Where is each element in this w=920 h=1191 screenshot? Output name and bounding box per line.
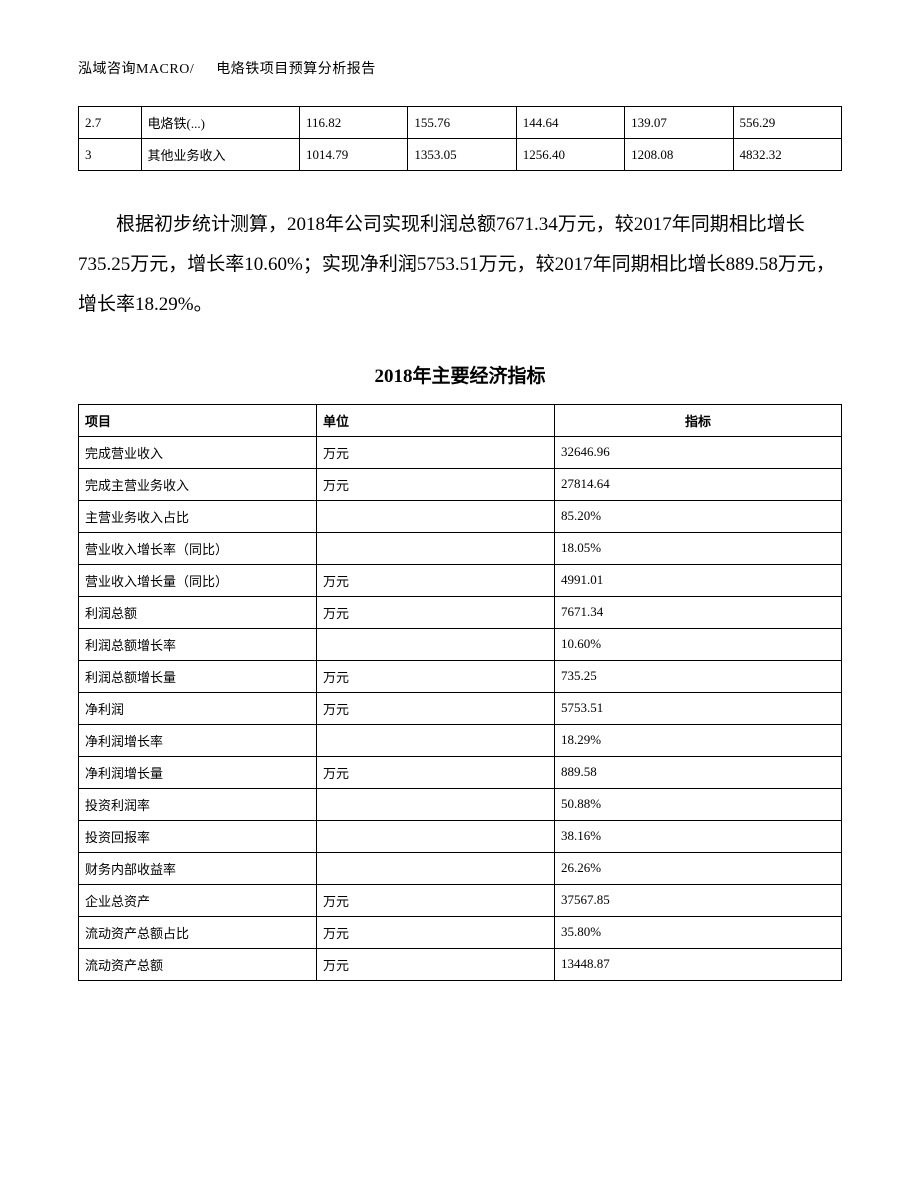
cell: 116.82 — [299, 107, 407, 139]
main-indicators-table: 项目 单位 指标 完成营业收入万元32646.96完成主营业务收入万元27814… — [78, 404, 842, 981]
table-row: 流动资产总额万元13448.87 — [79, 948, 842, 980]
cell-item: 主营业务收入占比 — [79, 500, 317, 532]
cell-unit: 万元 — [317, 564, 555, 596]
body-paragraph: 根据初步统计测算，2018年公司实现利润总额7671.34万元，较2017年同期… — [78, 205, 842, 325]
cell-item: 流动资产总额占比 — [79, 916, 317, 948]
cell-value: 85.20% — [555, 500, 842, 532]
cell: 4832.32 — [733, 139, 841, 171]
cell-item: 利润总额增长量 — [79, 660, 317, 692]
cell-unit — [317, 852, 555, 884]
table-row: 净利润增长率 18.29% — [79, 724, 842, 756]
cell-unit — [317, 532, 555, 564]
cell: 3 — [79, 139, 142, 171]
cell: 电烙铁(...) — [141, 107, 299, 139]
cell-item: 完成主营业务收入 — [79, 468, 317, 500]
cell-unit: 万元 — [317, 756, 555, 788]
table-row: 营业收入增长率（同比） 18.05% — [79, 532, 842, 564]
cell-value: 35.80% — [555, 916, 842, 948]
cell-unit — [317, 500, 555, 532]
main-table-body: 完成营业收入万元32646.96完成主营业务收入万元27814.64主营业务收入… — [79, 436, 842, 980]
section-title: 2018年主要经济指标 — [78, 361, 842, 388]
table-row: 2.7 电烙铁(...) 116.82 155.76 144.64 139.07… — [79, 107, 842, 139]
table-row: 净利润万元5753.51 — [79, 692, 842, 724]
cell: 1353.05 — [408, 139, 516, 171]
cell-unit: 万元 — [317, 468, 555, 500]
cell: 2.7 — [79, 107, 142, 139]
table-row: 完成主营业务收入万元27814.64 — [79, 468, 842, 500]
cell-unit — [317, 820, 555, 852]
cell-value: 26.26% — [555, 852, 842, 884]
cell-value: 32646.96 — [555, 436, 842, 468]
cell-unit: 万元 — [317, 692, 555, 724]
cell-value: 37567.85 — [555, 884, 842, 916]
cell-value: 10.60% — [555, 628, 842, 660]
header-title: 电烙铁项目预算分析报告 — [216, 62, 376, 77]
table-row: 投资利润率 50.88% — [79, 788, 842, 820]
cell-unit — [317, 628, 555, 660]
table-row: 利润总额增长率 10.60% — [79, 628, 842, 660]
table-row: 投资回报率 38.16% — [79, 820, 842, 852]
cell: 144.64 — [516, 107, 624, 139]
cell: 139.07 — [625, 107, 733, 139]
cell-unit — [317, 724, 555, 756]
header-company: 泓域咨询MACRO/ — [78, 62, 194, 77]
table-row: 完成营业收入万元32646.96 — [79, 436, 842, 468]
cell-unit: 万元 — [317, 948, 555, 980]
table-row: 利润总额增长量万元735.25 — [79, 660, 842, 692]
cell-item: 营业收入增长率（同比） — [79, 532, 317, 564]
cell-item: 完成营业收入 — [79, 436, 317, 468]
cell-unit: 万元 — [317, 884, 555, 916]
cell-item: 企业总资产 — [79, 884, 317, 916]
table-row: 净利润增长量万元889.58 — [79, 756, 842, 788]
table-row: 主营业务收入占比 85.20% — [79, 500, 842, 532]
cell-unit — [317, 788, 555, 820]
cell-unit: 万元 — [317, 596, 555, 628]
cell: 1014.79 — [299, 139, 407, 171]
cell-item: 净利润 — [79, 692, 317, 724]
cell-item: 利润总额增长率 — [79, 628, 317, 660]
cell: 1256.40 — [516, 139, 624, 171]
cell-value: 27814.64 — [555, 468, 842, 500]
table-header-value: 指标 — [555, 404, 842, 436]
cell-item: 净利润增长率 — [79, 724, 317, 756]
cell-value: 889.58 — [555, 756, 842, 788]
page-header: 泓域咨询MACRO/ 电烙铁项目预算分析报告 — [78, 58, 842, 78]
table-row: 3 其他业务收入 1014.79 1353.05 1256.40 1208.08… — [79, 139, 842, 171]
table-header-row: 项目 单位 指标 — [79, 404, 842, 436]
cell-value: 38.16% — [555, 820, 842, 852]
top-data-table: 2.7 电烙铁(...) 116.82 155.76 144.64 139.07… — [78, 106, 842, 171]
cell-value: 18.05% — [555, 532, 842, 564]
cell: 155.76 — [408, 107, 516, 139]
table-row: 企业总资产万元37567.85 — [79, 884, 842, 916]
table-row: 营业收入增长量（同比）万元4991.01 — [79, 564, 842, 596]
cell: 1208.08 — [625, 139, 733, 171]
cell-value: 18.29% — [555, 724, 842, 756]
cell-value: 7671.34 — [555, 596, 842, 628]
main-table-head: 项目 单位 指标 — [79, 404, 842, 436]
cell-item: 流动资产总额 — [79, 948, 317, 980]
cell-value: 50.88% — [555, 788, 842, 820]
cell: 556.29 — [733, 107, 841, 139]
cell-value: 735.25 — [555, 660, 842, 692]
table-header-unit: 单位 — [317, 404, 555, 436]
cell-item: 利润总额 — [79, 596, 317, 628]
cell-value: 4991.01 — [555, 564, 842, 596]
cell-value: 5753.51 — [555, 692, 842, 724]
cell-item: 投资回报率 — [79, 820, 317, 852]
cell-unit: 万元 — [317, 436, 555, 468]
cell: 其他业务收入 — [141, 139, 299, 171]
cell-item: 财务内部收益率 — [79, 852, 317, 884]
cell-item: 投资利润率 — [79, 788, 317, 820]
table-header-item: 项目 — [79, 404, 317, 436]
cell-item: 营业收入增长量（同比） — [79, 564, 317, 596]
top-table-body: 2.7 电烙铁(...) 116.82 155.76 144.64 139.07… — [79, 107, 842, 171]
cell-item: 净利润增长量 — [79, 756, 317, 788]
table-row: 利润总额万元7671.34 — [79, 596, 842, 628]
cell-value: 13448.87 — [555, 948, 842, 980]
table-row: 流动资产总额占比万元35.80% — [79, 916, 842, 948]
cell-unit: 万元 — [317, 916, 555, 948]
cell-unit: 万元 — [317, 660, 555, 692]
table-row: 财务内部收益率 26.26% — [79, 852, 842, 884]
